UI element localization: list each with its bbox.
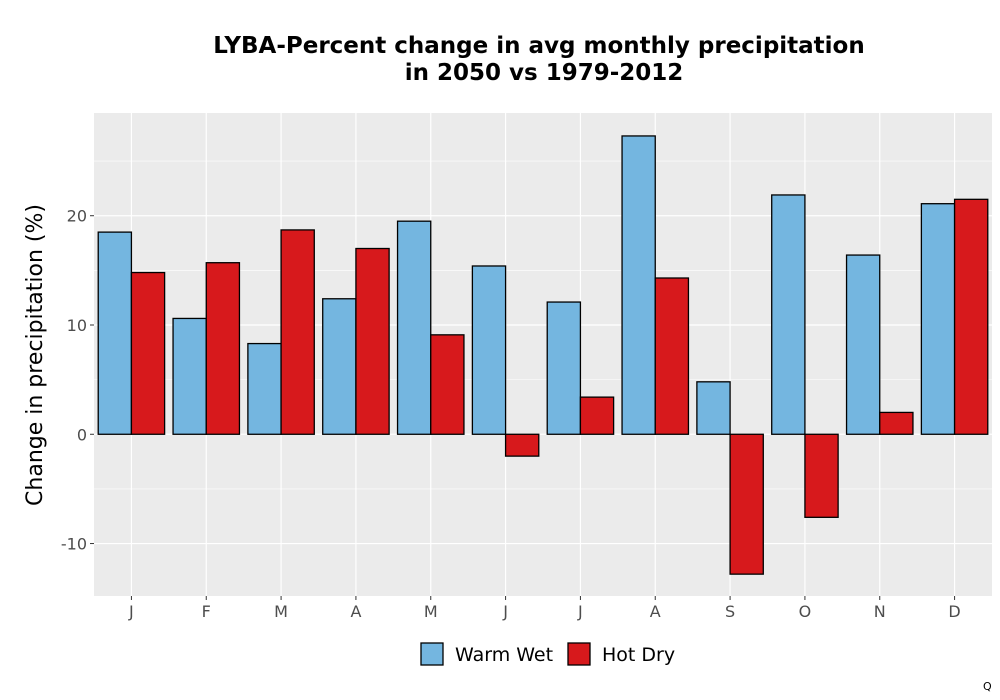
bar-hot-dry-4 bbox=[430, 334, 465, 435]
bar-hot-dry-3 bbox=[355, 247, 390, 435]
x-tick-label: F bbox=[202, 602, 211, 621]
bar-hot-dry-6 bbox=[579, 396, 615, 435]
x-tick-label: J bbox=[577, 602, 583, 621]
y-tick-label: 0 bbox=[77, 425, 87, 444]
x-tick-label: D bbox=[948, 602, 960, 621]
bar-hot-dry-10 bbox=[879, 411, 914, 435]
bar-warm-wet-5 bbox=[471, 265, 507, 435]
corner-mark: Q bbox=[983, 680, 992, 693]
chart-title-line-1: LYBA-Percent change in avg monthly preci… bbox=[213, 33, 864, 59]
x-tick-label: O bbox=[799, 602, 812, 621]
legend-swatch-hot-dry bbox=[567, 642, 591, 666]
x-tick-label: J bbox=[128, 602, 134, 621]
x-tick-label: M bbox=[274, 602, 288, 621]
bar-warm-wet-0 bbox=[97, 231, 133, 435]
bar-warm-wet-2 bbox=[247, 342, 282, 435]
bar-warm-wet-11 bbox=[920, 203, 956, 435]
bar-hot-dry-2 bbox=[280, 229, 315, 435]
bar-hot-dry-1 bbox=[205, 262, 241, 435]
bar-warm-wet-9 bbox=[771, 194, 806, 435]
x-tick-label: A bbox=[650, 602, 661, 621]
legend-label-hot-dry: Hot Dry bbox=[602, 644, 675, 666]
chart-title-line-2: in 2050 vs 1979-2012 bbox=[405, 60, 684, 86]
bar-hot-dry-0 bbox=[130, 271, 166, 435]
x-tick-label: A bbox=[350, 602, 361, 621]
bar-warm-wet-4 bbox=[396, 220, 432, 435]
bar-hot-dry-5 bbox=[504, 433, 540, 457]
bar-warm-wet-10 bbox=[845, 254, 881, 435]
bar-warm-wet-3 bbox=[322, 298, 357, 435]
x-tick-label: S bbox=[725, 602, 735, 621]
x-tick-label: N bbox=[874, 602, 886, 621]
x-tick-label: J bbox=[502, 602, 508, 621]
y-tick-label: 20 bbox=[67, 207, 87, 226]
bar-warm-wet-6 bbox=[546, 301, 582, 435]
legend-swatch-warm-wet bbox=[420, 642, 444, 666]
bars bbox=[97, 135, 989, 575]
bar-warm-wet-8 bbox=[696, 381, 731, 435]
bar-hot-dry-8 bbox=[729, 433, 764, 575]
legend: Warm Wet Hot Dry bbox=[420, 642, 675, 666]
legend-label-warm-wet: Warm Wet bbox=[455, 644, 553, 666]
bar-warm-wet-1 bbox=[172, 317, 207, 435]
x-tick-label: M bbox=[424, 602, 438, 621]
bar-warm-wet-7 bbox=[621, 135, 656, 435]
bar-hot-dry-9 bbox=[804, 433, 839, 518]
plot-panel bbox=[94, 113, 992, 596]
y-tick-label: -10 bbox=[61, 535, 87, 554]
bar-hot-dry-7 bbox=[654, 277, 690, 435]
y-axis-title: Change in precipitation (%) bbox=[23, 204, 48, 506]
y-axis-ticks: -10 0 10 20 bbox=[61, 207, 94, 554]
bar-hot-dry-11 bbox=[953, 198, 989, 435]
y-tick-label: 10 bbox=[67, 316, 87, 335]
